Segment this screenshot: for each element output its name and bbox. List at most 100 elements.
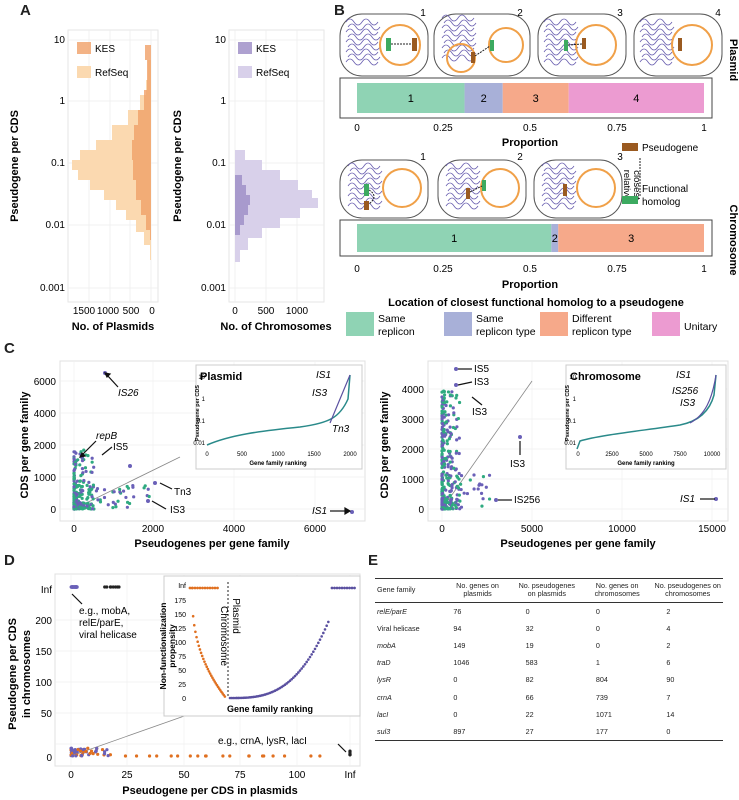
svg-text:5000: 5000 xyxy=(639,452,653,458)
scatter-point xyxy=(213,586,217,590)
scatter-point xyxy=(308,655,312,659)
scatter-point xyxy=(87,480,91,485)
svg-text:2: 2 xyxy=(517,152,523,163)
svg-text:4000: 4000 xyxy=(34,409,57,420)
panel-c-left-xticks: 0 2000 4000 6000 xyxy=(71,524,326,535)
scatter-point xyxy=(340,586,344,590)
panel-b-plasmid-title: Plasmid xyxy=(727,39,739,81)
scatter-point xyxy=(114,505,118,509)
svg-text:Inf: Inf xyxy=(344,770,355,781)
scatter-point xyxy=(78,479,82,483)
count-cell: 90 xyxy=(666,675,675,685)
panel-c-figure: IS26 repB IS5 Tn3 IS3 IS1 0 1000 2000 40… xyxy=(19,360,729,550)
scatter-point xyxy=(72,494,76,498)
svg-text:1: 1 xyxy=(573,397,577,403)
scatter-point xyxy=(468,478,472,482)
svg-text:3: 3 xyxy=(617,152,623,163)
scatter-point xyxy=(223,695,227,698)
count-cell: 149 xyxy=(453,641,466,651)
scatter-point xyxy=(447,413,451,417)
scatter-point xyxy=(446,500,450,505)
scatter-point xyxy=(247,754,251,758)
scatter-point xyxy=(455,438,459,442)
count-cell: 14 xyxy=(666,709,675,719)
svg-text:1000: 1000 xyxy=(402,475,425,486)
count-cell: 94 xyxy=(453,623,462,633)
scatter-point xyxy=(91,752,95,756)
scatter-point xyxy=(454,383,458,387)
table-row: lysR 0 82 804 90 xyxy=(375,671,723,688)
scatter-point xyxy=(282,754,287,758)
svg-text:0.25: 0.25 xyxy=(433,123,453,134)
svg-text:0.01: 0.01 xyxy=(46,220,66,231)
svg-text:4000: 4000 xyxy=(223,524,246,535)
gene-family-cell: sul3 xyxy=(375,722,444,742)
scatter-point xyxy=(106,754,110,758)
svg-text:Gene family ranking: Gene family ranking xyxy=(617,461,675,467)
header-pseudogenes-chromosomes: No. pseudogenes on chromosomes xyxy=(652,578,723,603)
legend-swatch-unitary xyxy=(652,312,680,336)
panel-d-annotation-bottom: e.g., crnA, lysR, lacI xyxy=(218,736,307,747)
svg-text:0: 0 xyxy=(439,524,445,535)
scatter-point xyxy=(448,489,452,493)
svg-text:1000: 1000 xyxy=(271,452,285,458)
panel-a-left-plot: KES RefSeq 10 1 0.1 0.01 0.001 1500 1000… xyxy=(9,29,159,333)
svg-text:relE/parE,: relE/parE, xyxy=(79,618,123,629)
scatter-point xyxy=(72,450,76,454)
scatter-point xyxy=(348,586,351,590)
scatter-point xyxy=(100,747,105,752)
panel-b-chromosome-xlabel: Proportion xyxy=(502,279,558,291)
scatter-point xyxy=(350,510,354,514)
scatter-point xyxy=(451,425,456,430)
scatter-point xyxy=(330,586,334,590)
scatter-point xyxy=(305,660,308,664)
svg-text:3000: 3000 xyxy=(402,415,425,426)
panel-d-yticks: Inf 200 150 100 50 0 xyxy=(35,585,52,764)
svg-text:50: 50 xyxy=(41,709,53,720)
panel-c-right-yticks: 0 1000 2000 3000 4000 xyxy=(402,385,425,516)
scatter-point xyxy=(452,411,456,415)
panel-label-b: B xyxy=(334,2,345,19)
scatter-point xyxy=(455,393,459,397)
svg-text:replicon: replicon xyxy=(378,326,415,338)
scatter-point xyxy=(72,750,77,755)
scatter-point xyxy=(443,400,447,405)
scatter-point xyxy=(457,400,462,405)
panel-e-table: Gene family No. genes on plasmids No. ps… xyxy=(375,578,723,742)
panel-a-right-legend-refseq: RefSeq xyxy=(256,68,289,79)
svg-text:Same: Same xyxy=(378,313,406,325)
scatter-point xyxy=(196,754,200,758)
scatter-point xyxy=(327,620,330,624)
key-relative-label: relative xyxy=(621,170,632,201)
panel-a-right-kes-hist xyxy=(235,175,250,235)
svg-text:0.001: 0.001 xyxy=(40,283,65,294)
svg-text:IS256: IS256 xyxy=(514,495,541,506)
scatter-point xyxy=(90,460,94,464)
panel-c-right-points xyxy=(440,367,718,511)
svg-text:IS1: IS1 xyxy=(316,370,331,381)
scatter-point xyxy=(206,667,210,671)
scatter-point xyxy=(146,487,150,491)
scatter-point xyxy=(123,754,128,758)
scatter-point xyxy=(477,483,481,487)
scatter-point xyxy=(191,614,195,618)
scatter-point xyxy=(112,490,116,494)
scatter-point xyxy=(472,487,476,491)
scatter-point xyxy=(169,754,173,758)
scatter-point xyxy=(76,458,80,462)
scatter-point xyxy=(93,750,98,754)
panel-b-plasmid-axis: 0 0.25 0.5 0.75 1 xyxy=(354,123,707,134)
svg-text:500: 500 xyxy=(258,306,275,317)
scatter-point xyxy=(84,469,88,474)
scatter-point xyxy=(455,475,460,479)
svg-text:100: 100 xyxy=(174,640,186,647)
scatter-point xyxy=(442,389,446,393)
scatter-point xyxy=(153,481,157,485)
svg-text:Non-functionalization: Non-functionalization xyxy=(158,603,168,690)
bar-segment-label: 2 xyxy=(481,93,487,105)
table-row: mobA 149 19 0 2 xyxy=(375,637,723,654)
scatter-point xyxy=(203,660,206,663)
panel-a-right-yticks: 10 1 0.1 0.01 0.001 xyxy=(201,35,226,294)
svg-text:IS1: IS1 xyxy=(312,506,327,517)
bar-segment-1 xyxy=(357,224,552,252)
